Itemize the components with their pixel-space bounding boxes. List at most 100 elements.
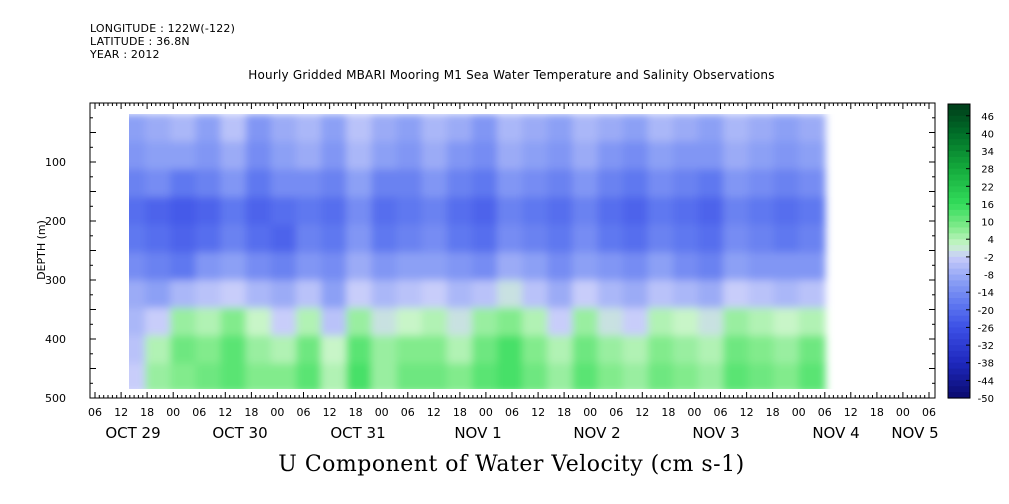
heatmap-cell	[547, 114, 575, 144]
x-hour-tick-label: 12	[114, 406, 128, 419]
heatmap-cell	[673, 252, 701, 283]
heatmap-cell	[798, 141, 826, 172]
heatmap-cell	[346, 141, 374, 172]
heatmap-cell	[396, 335, 424, 366]
x-hour-tick-label: 12	[531, 406, 545, 419]
heatmap-cell	[698, 197, 726, 227]
heatmap-cell	[220, 280, 248, 310]
heatmap-cell	[321, 114, 349, 144]
heatmap-cell	[245, 114, 273, 144]
heatmap-cell	[129, 280, 148, 310]
heatmap-cell	[597, 114, 625, 144]
heatmap-cell	[572, 363, 600, 389]
heatmap-cell	[471, 224, 499, 255]
y-tick-label: 100	[45, 156, 66, 169]
heatmap-cell	[471, 169, 499, 199]
heatmap-cell	[497, 197, 525, 227]
heatmap-cell	[245, 252, 273, 283]
heatmap-cell	[145, 169, 173, 199]
heatmap-cell	[547, 197, 575, 227]
x-hour-tick-label: 00	[479, 406, 493, 419]
heatmap-cell	[396, 363, 424, 389]
x-hour-tick-label: 18	[349, 406, 363, 419]
heatmap-cell	[497, 280, 525, 310]
colorbar-frame	[947, 103, 971, 399]
x-hour-tick-label: 06	[818, 406, 832, 419]
heatmap-cell	[723, 169, 751, 199]
heatmap-cell	[446, 114, 474, 144]
colorbar-segment	[948, 268, 970, 276]
heatmap-cell	[220, 335, 248, 366]
colorbar-label: 28	[981, 165, 994, 176]
colorbar-segment	[948, 192, 970, 199]
heatmap-cell	[321, 280, 349, 310]
colorbar-segment	[948, 151, 970, 158]
colorbar-segment	[948, 156, 970, 164]
heatmap-cell	[170, 307, 198, 338]
heatmap-cell	[396, 141, 424, 172]
year-label: YEAR : 2012	[90, 48, 160, 61]
heatmap-cell	[522, 307, 550, 338]
heatmap-cell	[446, 197, 474, 227]
heatmap-cell	[220, 169, 248, 199]
x-hour-tick-label: 06	[88, 406, 102, 419]
heatmap-cell	[698, 280, 726, 310]
colorbar-label: -20	[978, 306, 994, 317]
heatmap-cell	[270, 224, 298, 255]
heatmap-cell	[698, 363, 726, 389]
xlabel-wrapper: U Component of Water Velocity (cm s-1)	[0, 452, 1009, 477]
colorbar-segment	[948, 209, 970, 217]
heatmap-cell	[270, 141, 298, 172]
heatmap-cell	[220, 114, 248, 144]
heatmap-cell	[723, 280, 751, 310]
heatmap-cell	[396, 169, 424, 199]
heatmap-cell	[471, 252, 499, 283]
heatmap-cell	[522, 252, 550, 283]
heatmap-cell	[522, 280, 550, 310]
colorbar-segment	[948, 333, 970, 340]
colorbar-segment	[948, 362, 970, 370]
heatmap-cell	[371, 141, 399, 172]
heatmap-cell	[195, 252, 223, 283]
heatmap-cell	[673, 197, 701, 227]
colorbar-label: 16	[981, 200, 994, 211]
heatmap-cell	[145, 307, 173, 338]
x-hour-tick-label: 06	[609, 406, 623, 419]
heatmap-cell	[129, 335, 148, 366]
heatmap-cell	[321, 363, 349, 389]
heatmap-cell	[129, 169, 148, 199]
heatmap-cell	[497, 307, 525, 338]
heatmap-cell	[547, 252, 575, 283]
colorbar: 46 40 34 28 22 16 10 4 -2 -8 -14 -20 -26 -32 -38 -44 -50	[947, 103, 994, 405]
colorbar-segment	[948, 104, 970, 111]
heatmap-cell	[321, 252, 349, 283]
heatmap-cell	[723, 224, 751, 255]
heatmap-cell	[270, 252, 298, 283]
heatmap-cell	[321, 307, 349, 338]
heatmap-cell	[622, 363, 650, 389]
x-date-label: NOV 2	[573, 424, 620, 442]
heatmap-cell	[597, 141, 625, 172]
colorbar-segment	[948, 227, 970, 234]
heatmap-cell	[497, 141, 525, 172]
heatmap-cell	[673, 141, 701, 172]
heatmap-cell	[371, 169, 399, 199]
heatmap-cell	[597, 252, 625, 283]
heatmap-cell	[673, 307, 701, 338]
heatmap-cells	[129, 114, 826, 389]
colorbar-segment	[948, 256, 970, 264]
heatmap-cell	[522, 363, 550, 389]
heatmap-cell	[245, 197, 273, 227]
heatmap-cell	[396, 280, 424, 310]
heatmap-cell	[471, 114, 499, 144]
x-hour-tick-label: 00	[270, 406, 284, 419]
heatmap-cell	[270, 169, 298, 199]
heatmap-cell	[396, 224, 424, 255]
heatmap-cell	[798, 169, 826, 199]
heatmap-cell	[296, 169, 324, 199]
colorbar-segment	[948, 292, 970, 299]
heatmap-cell	[748, 252, 776, 283]
heatmap-cell	[270, 335, 298, 366]
heatmap-cell	[371, 280, 399, 310]
heatmap-cell	[296, 224, 324, 255]
